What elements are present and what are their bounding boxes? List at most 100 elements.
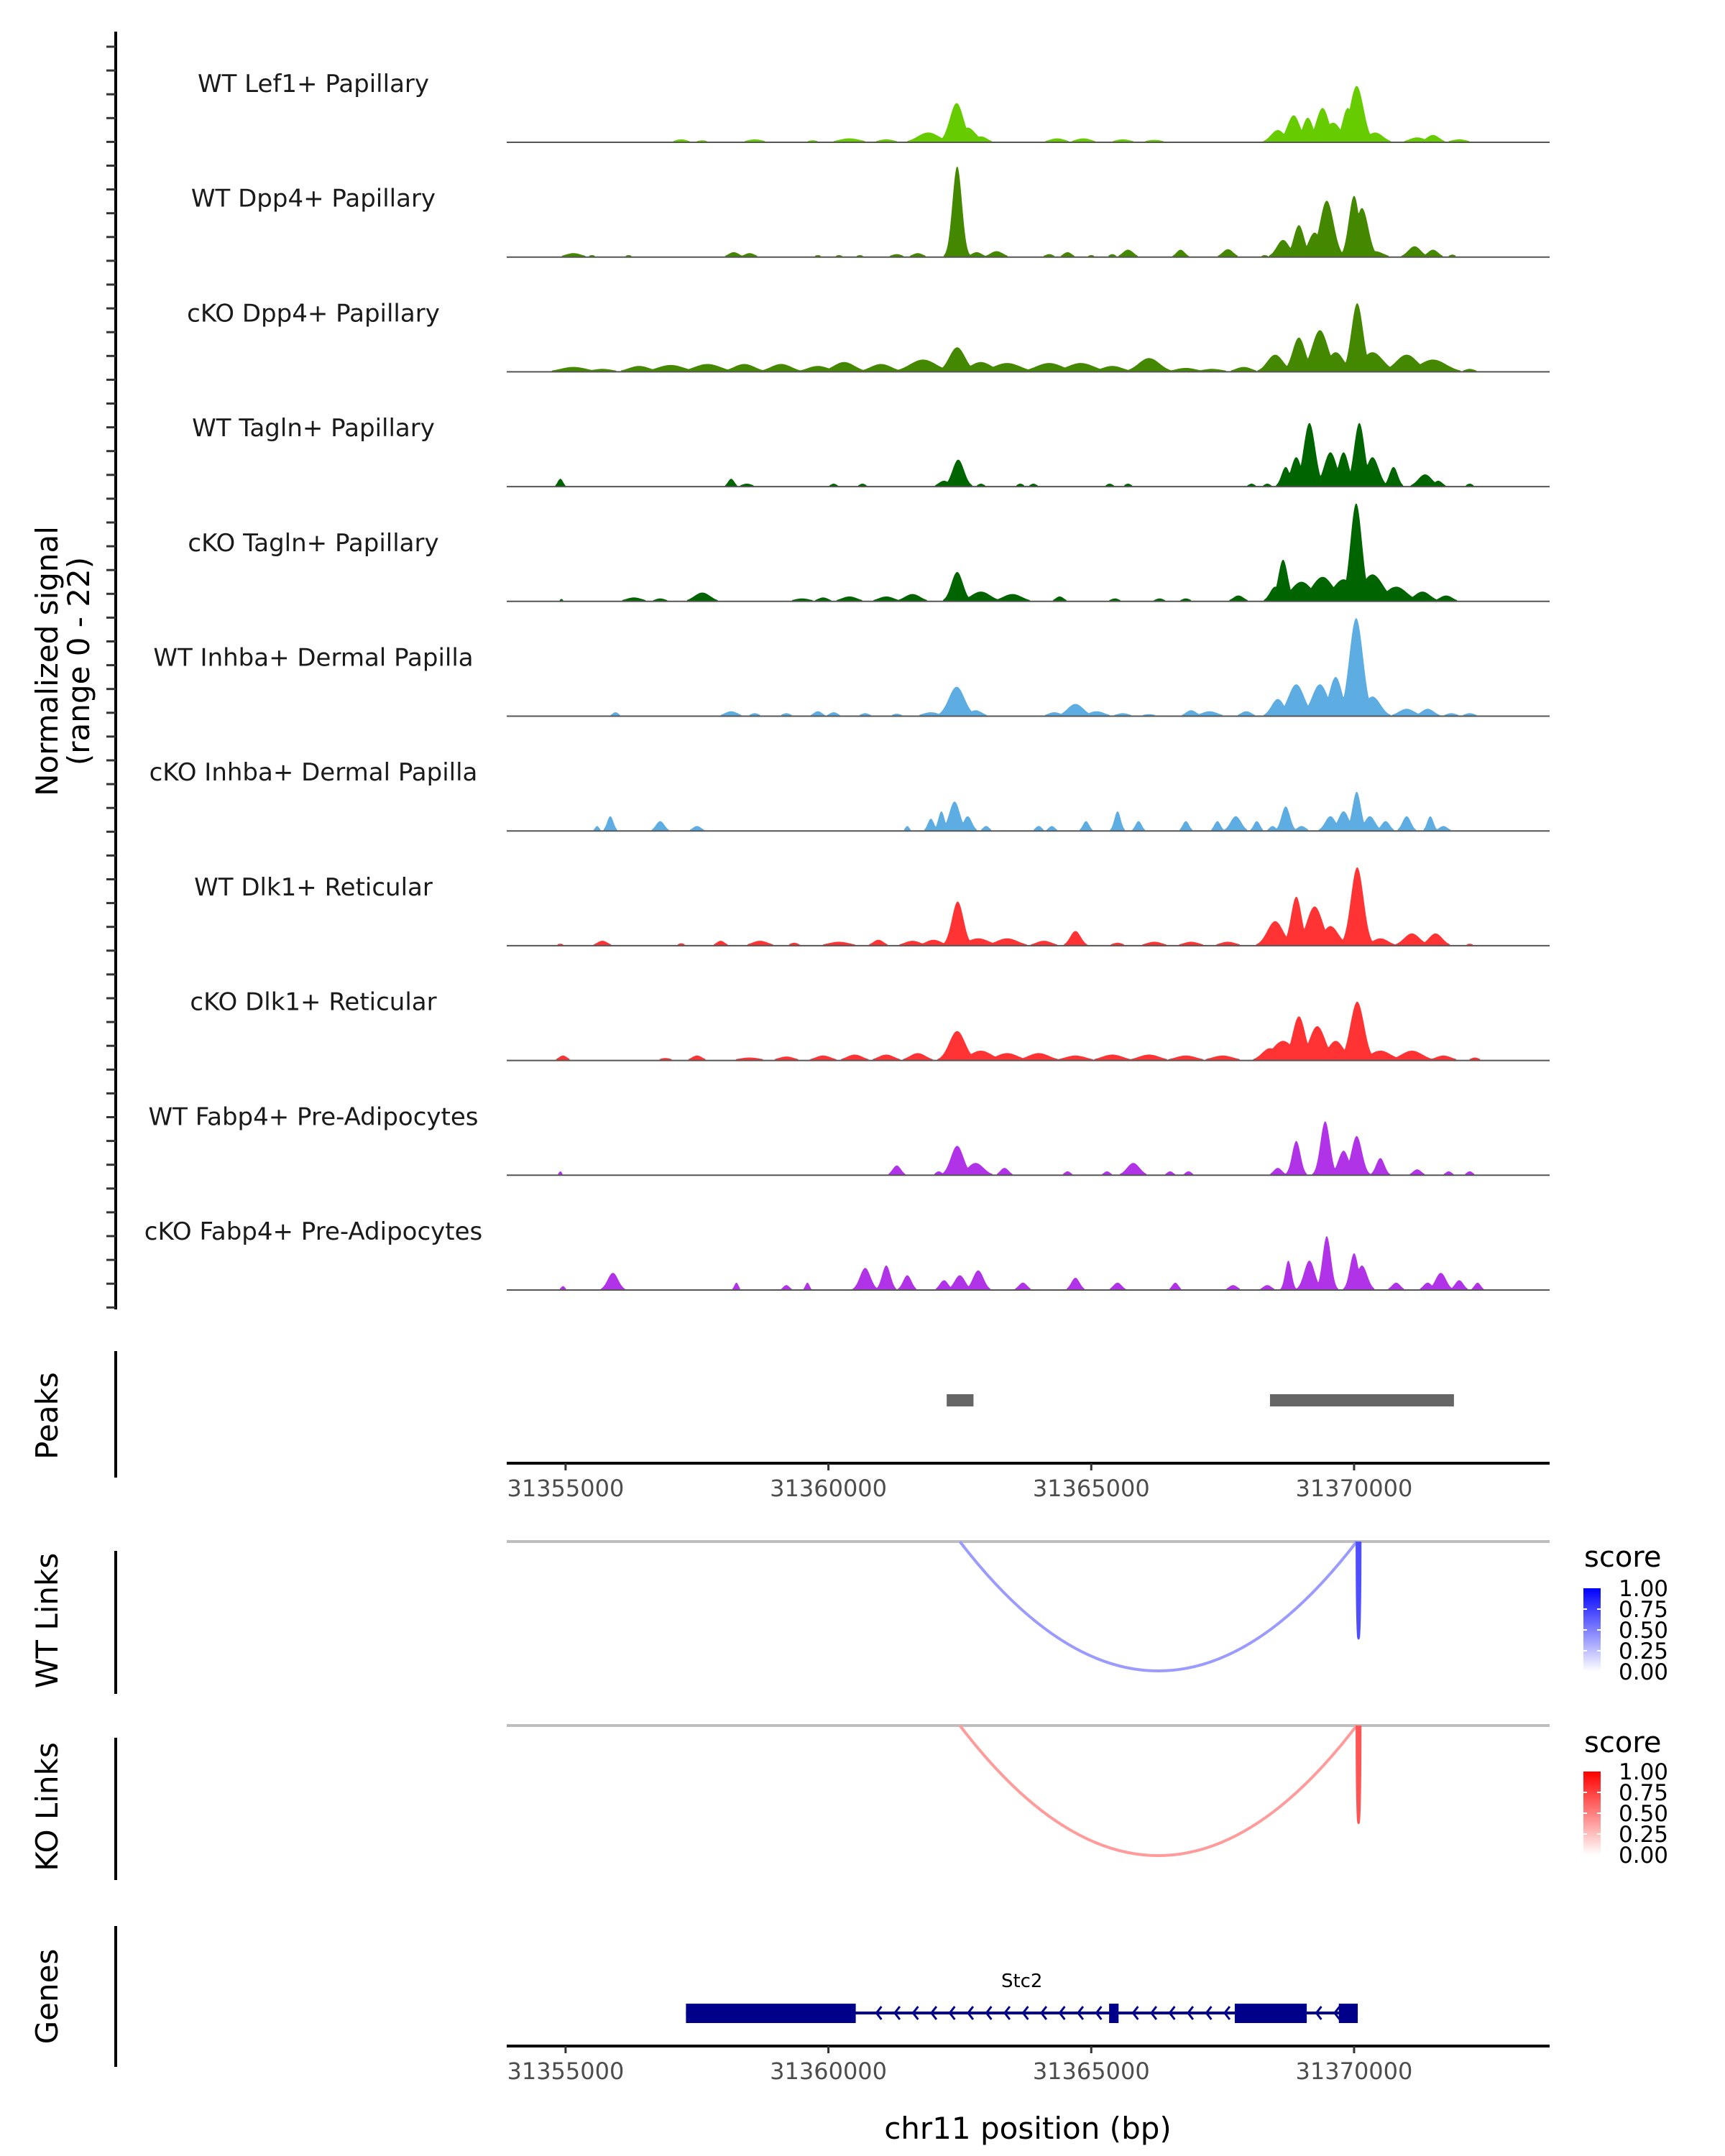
coverage-track: cKO Dpp4+ Papillary — [187, 299, 1550, 373]
coverage-track: WT Lef1+ Papillary — [198, 70, 1550, 143]
coverage-area — [507, 791, 1550, 831]
coverage-track-label: WT Tagln+ Papillary — [192, 414, 435, 443]
coverage-area — [507, 303, 1550, 372]
coverage-track-label: WT Lef1+ Papillary — [198, 70, 429, 98]
gene-exon — [686, 2004, 856, 2023]
strand-arrow-icon — [875, 2006, 883, 2020]
legend-tick-label: 0.25 — [1619, 1822, 1668, 1848]
legend-tick-label: 0.50 — [1619, 1801, 1668, 1827]
coverage-track-label: WT Inhba+ Dermal Papilla — [153, 644, 473, 673]
strand-arrow-icon — [1003, 2006, 1011, 2020]
ko-legend-title: score — [1584, 1726, 1661, 1759]
coverage-tracks: WT Lef1+ Papillary WT Dpp4+ Papillary cKO … — [144, 70, 1550, 1291]
coverage-area — [507, 1236, 1550, 1290]
ko-links — [507, 1724, 1550, 1857]
coverage-area — [507, 503, 1550, 602]
legend-tick-label: 1.00 — [1619, 1759, 1668, 1785]
link-arc — [958, 1724, 1358, 1857]
coverage-track: WT Dpp4+ Papillary — [191, 166, 1550, 258]
coverage-ylabel-line2: (range 0 - 22) — [61, 557, 96, 765]
legend-tick-label: 0.50 — [1619, 1618, 1668, 1644]
coverage-track: cKO Dlk1+ Reticular — [190, 988, 1550, 1061]
coverage-track: WT Fabp4+ Pre-Adipocytes — [149, 1102, 1550, 1176]
gene-name-label: Stc2 — [1001, 1971, 1043, 1992]
peaks-regions — [947, 1394, 1454, 1406]
x-axis-middle: 31355000 31360000 31365000 31370000 — [507, 1462, 1550, 1502]
strand-arrow-icon — [893, 2006, 901, 2020]
ko-score-legend: score 1.000.750.500.250.00 — [1583, 1726, 1668, 1869]
x-tick-label: 31355000 — [507, 2058, 624, 2085]
link-arc — [1356, 1725, 1362, 1825]
coverage-y-axis — [106, 32, 117, 1309]
strand-arrow-icon — [1095, 2006, 1103, 2020]
link-arc — [958, 1540, 1358, 1672]
strand-arrow-icon — [948, 2006, 956, 2020]
link-arc — [1356, 1541, 1362, 1640]
coverage-track: WT Tagln+ Papillary — [192, 414, 1550, 488]
strand-arrow-icon — [1333, 2006, 1341, 2020]
strand-arrow-icon — [1223, 2006, 1231, 2020]
coverage-area — [507, 618, 1550, 717]
coverage-track: WT Inhba+ Dermal Papilla — [153, 618, 1550, 717]
gene-exon — [1109, 2004, 1119, 2023]
x-tick-label: 31365000 — [1033, 1475, 1150, 1502]
strand-arrow-icon — [1149, 2006, 1158, 2020]
strand-arrow-icon — [1315, 2006, 1322, 2020]
coverage-track-label: cKO Fabp4+ Pre-Adipocytes — [144, 1217, 483, 1246]
coverage-track-label: WT Dlk1+ Reticular — [194, 873, 433, 902]
wt-legend-title: score — [1584, 1541, 1661, 1574]
coverage-track-label: WT Dpp4+ Papillary — [191, 185, 436, 213]
coverage-area — [507, 867, 1550, 946]
coverage-track: cKO Tagln+ Papillary — [188, 503, 1550, 602]
peak-region — [1269, 1394, 1454, 1406]
coverage-area — [507, 1121, 1550, 1176]
x-tick-label: 31370000 — [1296, 2058, 1413, 2085]
coverage-track: WT Dlk1+ Reticular — [194, 867, 1550, 946]
strand-arrow-icon — [1058, 2006, 1066, 2020]
peak-region — [947, 1394, 974, 1406]
wt-links — [507, 1540, 1550, 1672]
genes-track-label: Genes — [29, 1949, 65, 2045]
coverage-area — [507, 423, 1550, 487]
strand-arrow-icon — [929, 2006, 938, 2020]
coverage-track-label: cKO Dpp4+ Papillary — [187, 299, 440, 328]
strand-arrow-icon — [985, 2006, 993, 2020]
strand-arrow-icon — [911, 2006, 919, 2020]
coverage-area — [507, 166, 1550, 257]
ko-links-track-label: KO Links — [29, 1742, 65, 1871]
strand-arrow-icon — [1076, 2006, 1085, 2020]
coverage-area — [507, 1001, 1550, 1061]
peaks-track-label: Peaks — [29, 1372, 65, 1460]
legend-tick-label: 0.00 — [1619, 1843, 1668, 1869]
gene-models: Stc2 — [686, 1971, 1358, 2023]
x-axis-title: chr11 position (bp) — [884, 2111, 1172, 2146]
strand-arrow-icon — [1186, 2006, 1195, 2020]
legend-tick-label: 0.75 — [1619, 1780, 1668, 1806]
strand-arrow-icon — [1131, 2006, 1139, 2020]
legend-tick-label: 0.25 — [1619, 1639, 1668, 1664]
coverage-track-label: cKO Tagln+ Papillary — [188, 529, 438, 558]
x-axis-bottom: 31355000 31360000 31365000 31370000 — [507, 2045, 1550, 2085]
x-tick-label: 31360000 — [770, 1475, 887, 1502]
x-tick-label: 31355000 — [507, 1475, 624, 1502]
gene-exon — [1338, 2004, 1358, 2023]
legend-tick-label: 1.00 — [1619, 1576, 1668, 1602]
coverage-ylabel-line1: Normalized signal — [29, 526, 65, 796]
x-tick-label: 31365000 — [1033, 2058, 1150, 2085]
legend-tick-label: 0.00 — [1619, 1659, 1668, 1685]
coverage-track: cKO Fabp4+ Pre-Adipocytes — [144, 1217, 1550, 1291]
gene-exon — [1234, 2004, 1307, 2023]
coverage-track: cKO Inhba+ Dermal Papilla — [150, 758, 1550, 832]
strand-arrow-icon — [1021, 2006, 1029, 2020]
coverage-track-label: cKO Dlk1+ Reticular — [190, 988, 436, 1017]
wt-links-track-label: WT Links — [29, 1553, 65, 1688]
strand-arrow-icon — [1205, 2006, 1213, 2020]
coverage-track-label: WT Fabp4+ Pre-Adipocytes — [149, 1102, 479, 1131]
x-tick-label: 31370000 — [1296, 1475, 1413, 1502]
coverage-track-label: cKO Inhba+ Dermal Papilla — [150, 758, 478, 787]
coverage-area — [507, 86, 1550, 142]
strand-arrow-icon — [1168, 2006, 1176, 2020]
strand-arrow-icon — [966, 2006, 975, 2020]
wt-score-legend: score 1.000.750.500.250.00 — [1583, 1541, 1668, 1685]
